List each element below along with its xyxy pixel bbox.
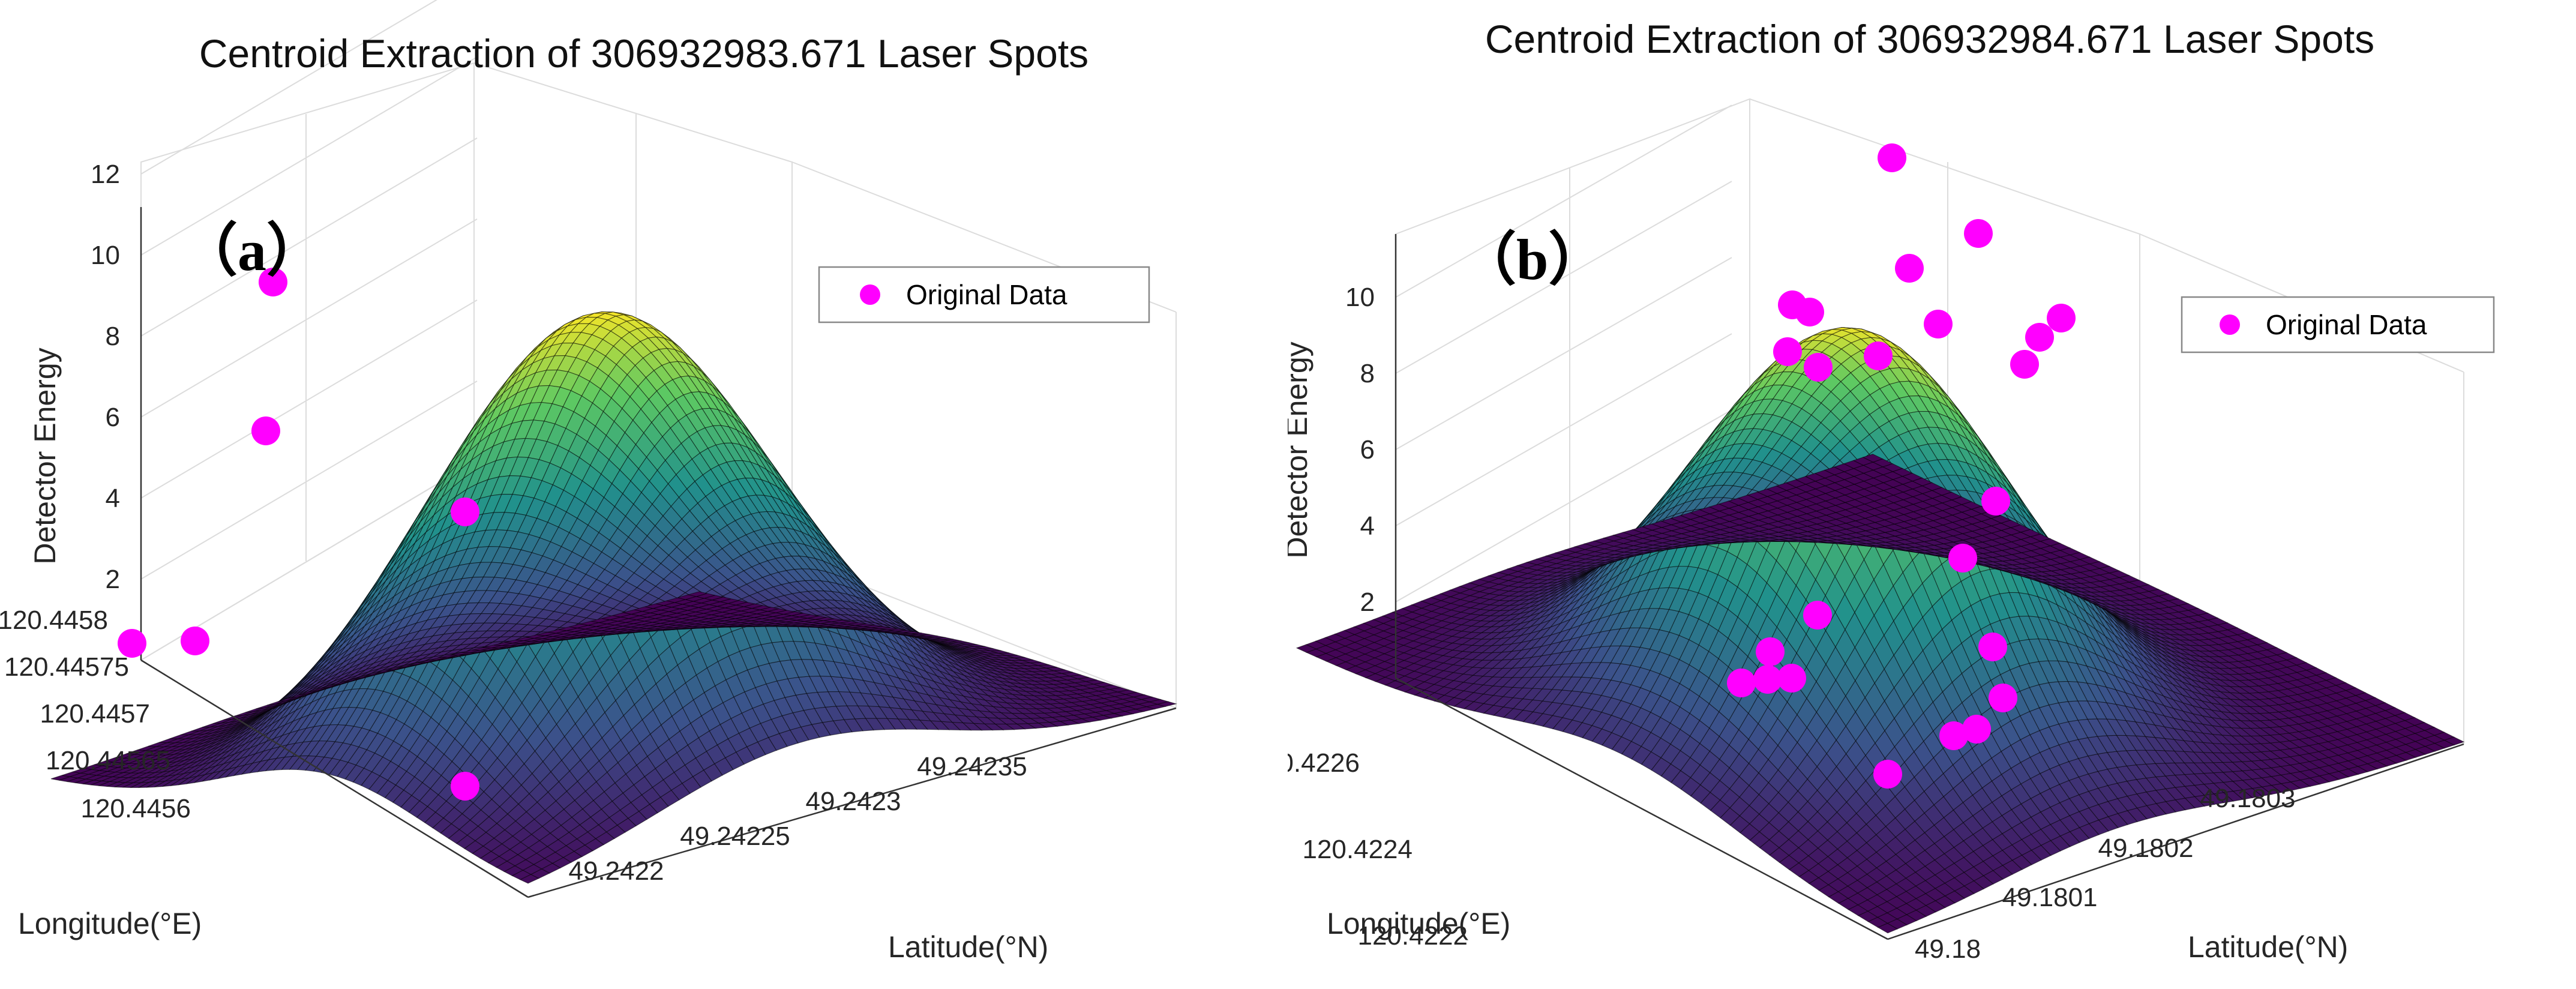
chart-a-latitude-tick-label: 49.2422 (568, 856, 664, 886)
chart-a-legend-marker (860, 284, 880, 305)
chart-a-zgrid-line (140, 380, 478, 580)
chart-a-zticks: 2 4 6 8 10 12 (91, 160, 120, 594)
chart-a-longitude-tick-label: 120.44575 (4, 652, 129, 682)
chart-a-longitude-tick-label: 120.44565 (46, 746, 170, 775)
chart-a-surface-patch (688, 591, 707, 597)
chart-b-surface (1296, 327, 2465, 934)
chart-a-zgrid (140, 0, 478, 580)
chart-b-zgrid-line (1395, 104, 1732, 298)
chart-a-zgrid-line (140, 299, 478, 499)
chart-a-ztick-label: 8 (106, 322, 120, 351)
chart-a-zgrid-line (140, 137, 478, 337)
chart-a-longitude-ticks: 120.4458 120.44575 120.4457 120.44565 120.44… (0, 606, 191, 823)
chart-b-zgrid-line (1395, 409, 1732, 603)
chart-a-zgrid-line (140, 0, 438, 175)
chart-a-xlabel: Longitude(°E) (18, 907, 202, 940)
chart-a-latitude-tick-label: 49.24225 (680, 822, 790, 851)
chart-a-data-point (451, 772, 479, 801)
chart-a-ztick-label: 2 (106, 565, 120, 594)
chart-a-ylabel: Latitude(°N) (888, 930, 1048, 964)
chart-a-legend-label: Original Data (906, 279, 1067, 310)
chart-a-surface (50, 311, 1178, 884)
chart-a-markers (118, 268, 479, 801)
chart-a-data-point (118, 629, 146, 658)
chart-b-zgrid-line (1395, 257, 1732, 450)
chart-a-ztick-label: 6 (106, 403, 120, 432)
chart-b-zgrid-line (1395, 333, 1732, 526)
chart-a-data-point (181, 627, 209, 655)
chart-a-legend: Original Data (818, 266, 1150, 323)
chart-a-zgrid-line (140, 56, 478, 256)
chart-a-longitude-tick-label: 120.4458 (0, 606, 108, 635)
chart-a-axes (140, 207, 1177, 898)
chart-a-longitude-tick-label: 120.4457 (40, 699, 150, 729)
chart-b-zgrid (1395, 104, 1732, 603)
chart-a-zgrid-line (140, 218, 478, 418)
chart-panel-a: 2 4 6 8 10 12 120.4458 120.44575 120.4457 120.44… (0, 0, 1178, 964)
chart-b-zgrid-line (1395, 181, 1732, 374)
chart-a-latitude-tick-label: 49.2423 (805, 787, 901, 816)
chart-a-data-point (251, 416, 280, 445)
chart-a-ztick-label: 10 (91, 241, 120, 270)
chart-a-title: Centroid Extraction of 306932983.671 Las… (199, 31, 1088, 76)
chart-a-latitude-ticks: 49.2422 49.24225 49.2423 49.24235 (568, 752, 1027, 886)
chart-a-latitude-tick-label: 49.24235 (917, 752, 1027, 781)
chart-a-longitude-tick-label: 120.4456 (80, 794, 191, 823)
chart-a-panel-label: （a） (180, 218, 324, 283)
chart-a-ztick-label: 4 (106, 484, 120, 513)
chart-a-data-point (451, 498, 479, 526)
chart-a-data-point (259, 268, 287, 296)
chart-a-zlabel: Detector Energy (28, 347, 62, 564)
chart-a-ztick-label: 12 (91, 160, 120, 189)
